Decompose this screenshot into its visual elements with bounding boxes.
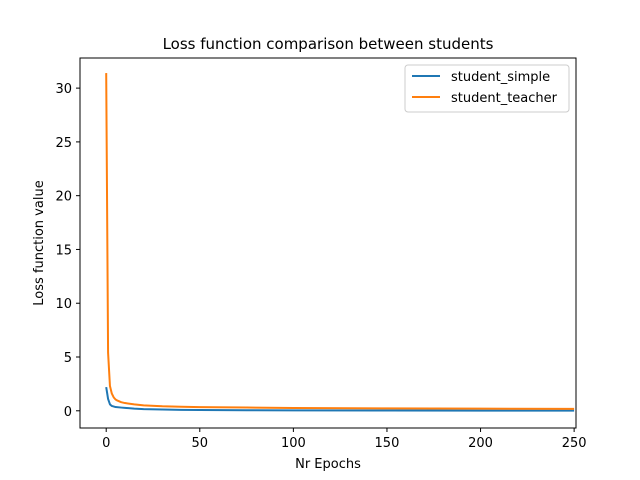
chart-title: Loss function comparison between student…	[163, 35, 494, 53]
x-tick-label: 50	[192, 436, 209, 451]
x-tick-label: 0	[102, 436, 110, 451]
legend: student_simple student_teacher	[404, 64, 570, 113]
y-axis: 0 5 10 15 20 25 30	[55, 82, 80, 420]
legend-label-student-teacher: student_teacher	[451, 91, 558, 106]
plot-area-frame	[79, 57, 577, 429]
x-tick-label: 150	[375, 436, 400, 451]
y-tick-label: 25	[55, 136, 72, 151]
y-tick-label: 10	[55, 297, 72, 312]
y-tick-label: 5	[64, 351, 72, 366]
series-layer	[105, 73, 575, 412]
legend-label-student-simple: student_simple	[451, 70, 550, 85]
series-line-student-simple	[105, 386, 575, 412]
y-tick-label: 15	[55, 243, 72, 258]
y-tick-label: 0	[64, 405, 72, 420]
x-axis: 0 50 100 150 200 250	[102, 428, 587, 451]
x-tick-label: 100	[281, 436, 306, 451]
y-tick-label: 30	[55, 82, 72, 97]
x-tick-label: 200	[468, 436, 493, 451]
series-line-student-teacher	[105, 73, 575, 410]
x-axis-label: Nr Epochs	[295, 457, 361, 472]
y-tick-label: 20	[55, 190, 72, 205]
x-tick-label: 250	[562, 436, 587, 451]
legend-box	[404, 64, 570, 113]
y-axis-label: Loss function value	[32, 180, 47, 305]
